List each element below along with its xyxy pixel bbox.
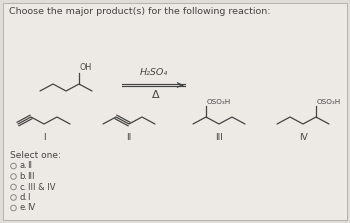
- Text: b.: b.: [20, 172, 28, 181]
- Text: Choose the major product(s) for the following reaction:: Choose the major product(s) for the foll…: [9, 7, 271, 16]
- Text: OH: OH: [80, 63, 92, 72]
- Text: III: III: [215, 133, 223, 142]
- Text: H₂SO₄: H₂SO₄: [139, 68, 168, 77]
- Text: Select one:: Select one:: [10, 151, 61, 160]
- Text: e.: e.: [20, 204, 27, 213]
- FancyBboxPatch shape: [3, 3, 347, 220]
- Text: I: I: [28, 193, 30, 202]
- Text: IV: IV: [299, 133, 307, 142]
- Text: OSO₃H: OSO₃H: [317, 99, 341, 105]
- Text: OSO₃H: OSO₃H: [207, 99, 231, 105]
- Text: II: II: [126, 133, 132, 142]
- Text: III: III: [28, 172, 35, 181]
- Text: I: I: [43, 133, 45, 142]
- Text: d.: d.: [20, 193, 28, 202]
- Text: III & IV: III & IV: [28, 182, 55, 192]
- Text: Δ: Δ: [152, 90, 159, 100]
- Text: c.: c.: [20, 182, 27, 192]
- Text: IV: IV: [28, 204, 36, 213]
- Text: a.: a.: [20, 161, 27, 171]
- Text: II: II: [28, 161, 33, 171]
